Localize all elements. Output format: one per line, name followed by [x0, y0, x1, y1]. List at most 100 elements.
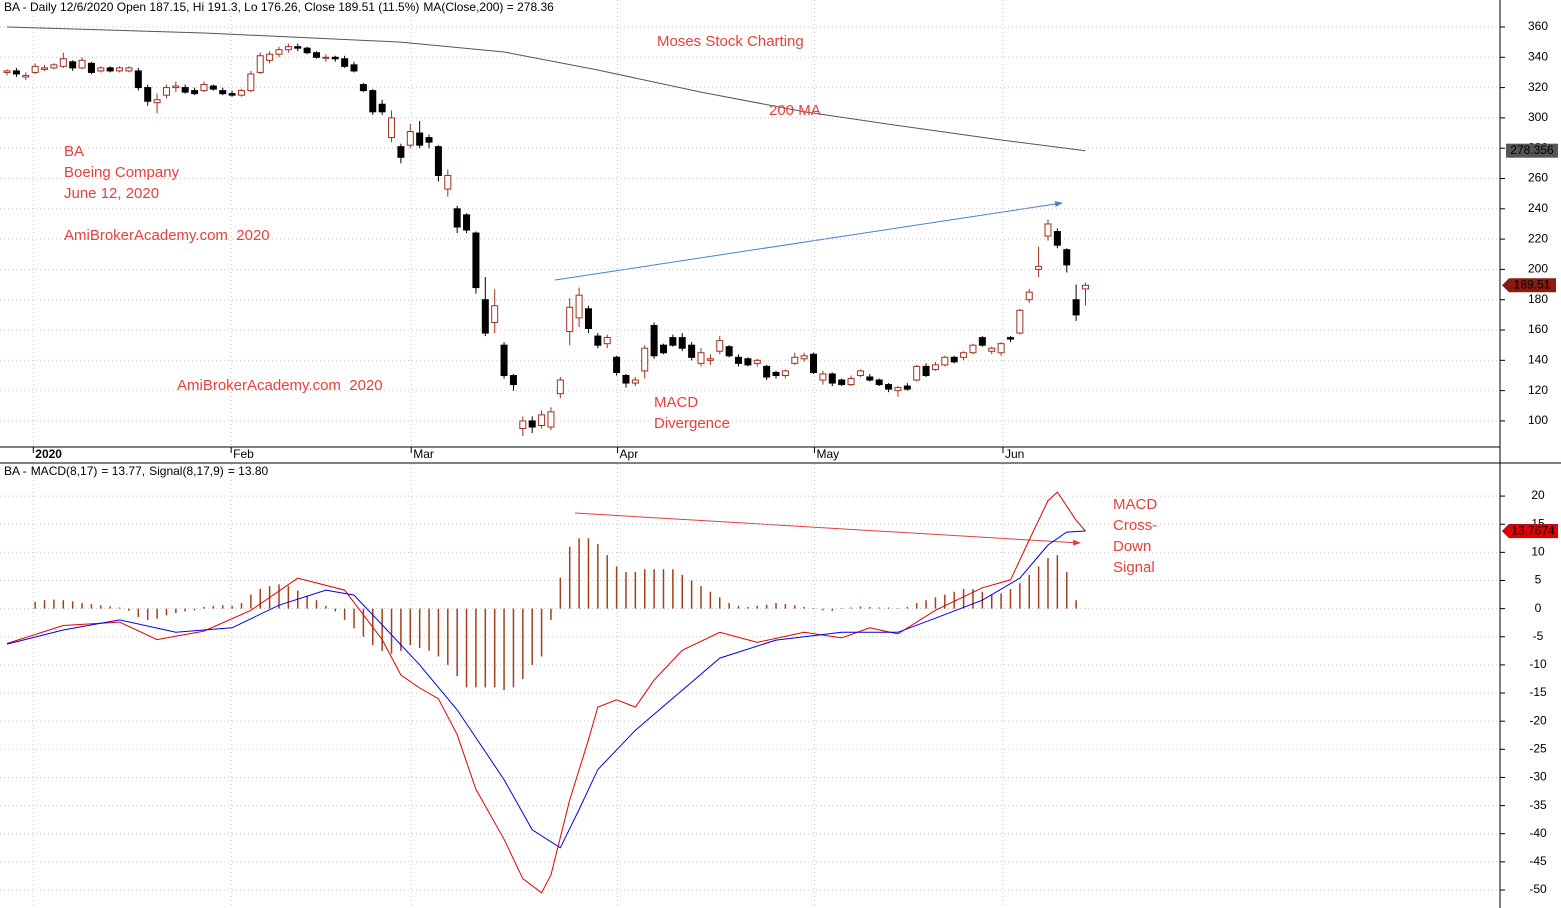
candle-body — [331, 56, 339, 60]
candle-body — [763, 365, 771, 378]
candle-body — [978, 337, 986, 346]
candle-body — [669, 337, 677, 346]
x-tick-label: Feb — [233, 447, 254, 461]
candle-body — [1016, 309, 1024, 334]
candle-body — [359, 84, 367, 92]
candle-body — [313, 52, 321, 58]
y-tick-label: -10 — [1529, 657, 1547, 671]
candle-body — [322, 56, 330, 59]
annotation: Signal — [1113, 559, 1155, 576]
candle-body — [594, 335, 602, 346]
candle-body — [810, 353, 818, 373]
candle-body — [838, 379, 846, 386]
candle-body — [69, 61, 77, 69]
candle-body — [237, 90, 245, 96]
candle-body — [575, 294, 583, 319]
candle-body — [294, 46, 302, 49]
divergence-arrow — [554, 201, 1063, 281]
chart-title: BA - — [4, 464, 27, 478]
candle-body — [388, 117, 396, 139]
candle-body — [566, 306, 574, 333]
value-box — [1506, 143, 1558, 158]
candle-body — [209, 85, 217, 90]
candle-body — [369, 90, 377, 113]
candle-body — [716, 340, 724, 352]
candle-body — [828, 373, 836, 384]
candle-body — [406, 131, 414, 146]
y-tick-label: 300 — [1528, 110, 1548, 124]
y-tick-label: -20 — [1529, 713, 1547, 727]
candle-body — [266, 53, 274, 61]
candle-body — [463, 214, 471, 231]
divergence-arrow — [574, 512, 1081, 546]
y-tick-label: 120 — [1528, 383, 1548, 397]
value-box-label: 278.356 — [1510, 143, 1554, 157]
candle-body — [969, 344, 977, 354]
y-tick-label: 220 — [1528, 231, 1548, 245]
candle-body — [894, 387, 902, 392]
chart-subtitle: MA(Close,200) = 278.36 — [423, 0, 554, 14]
macd-line — [6, 491, 1086, 894]
candle-body — [1025, 291, 1033, 301]
candle-body — [116, 67, 124, 72]
candle-body — [631, 379, 639, 384]
value-box-label: 13.7674 — [1511, 523, 1555, 537]
y-tick-label: 260 — [1528, 171, 1548, 185]
annotation: Divergence — [654, 415, 730, 432]
annotation: 200 MA — [769, 102, 821, 119]
chart-title: = 13.77, — [101, 464, 145, 478]
value-box — [1502, 278, 1556, 293]
candle-body — [538, 414, 546, 426]
candle-body — [434, 146, 442, 176]
candle-body — [472, 232, 480, 289]
candle-body — [31, 65, 39, 73]
candle-body — [659, 344, 667, 354]
y-tick-label: -30 — [1529, 770, 1547, 784]
legend-entry: Signal(8,17,9) — [149, 464, 224, 478]
annotation: Down — [1113, 538, 1151, 555]
candle-body — [134, 70, 142, 89]
y-tick-label: 20 — [1531, 488, 1545, 502]
candle-body — [603, 337, 611, 345]
candle-body — [247, 73, 255, 92]
y-tick-label: 5 — [1535, 573, 1542, 587]
y-tick-label: 360 — [1528, 19, 1548, 33]
candle-body — [885, 384, 893, 390]
y-tick-label: -5 — [1533, 629, 1544, 643]
chart-title: BA - Daily 12/6/2020 Open 187.15, Hi 191… — [4, 0, 419, 14]
candle-body — [491, 305, 499, 323]
value-box — [1502, 524, 1558, 539]
y-tick-label: 140 — [1528, 352, 1548, 366]
candle-body — [641, 347, 649, 372]
candle-body — [688, 344, 696, 358]
candle-body — [397, 146, 405, 158]
candle-body — [1035, 265, 1043, 270]
chart-title: = 13.80 — [228, 464, 269, 478]
candle-body — [125, 67, 133, 72]
candle-body — [22, 74, 30, 78]
candle-body — [219, 90, 227, 95]
candle-body — [303, 47, 311, 54]
legend-entry: MACD(8,17) — [31, 464, 98, 478]
y-tick-label: -35 — [1529, 798, 1547, 812]
candle-body — [416, 132, 424, 146]
candle-body — [772, 371, 780, 376]
candle-body — [59, 58, 67, 67]
moving-average-line — [6, 26, 1086, 152]
annotation: MACD — [654, 394, 698, 411]
annotation: AmiBrokerAcademy.com 2020 — [177, 377, 383, 394]
x-tick-label: May — [816, 447, 839, 461]
candle-body — [678, 337, 686, 349]
candle-body — [556, 379, 564, 395]
candle-body — [613, 356, 621, 373]
candle-body — [181, 87, 189, 93]
candle-body — [106, 67, 114, 72]
candle-body — [819, 373, 827, 381]
candle-body — [988, 347, 996, 352]
annotation: Moses Stock Charting — [657, 33, 804, 50]
candle-body — [3, 70, 11, 73]
candle-body — [744, 358, 752, 366]
candle-body — [913, 365, 921, 381]
candle-body — [875, 379, 883, 386]
